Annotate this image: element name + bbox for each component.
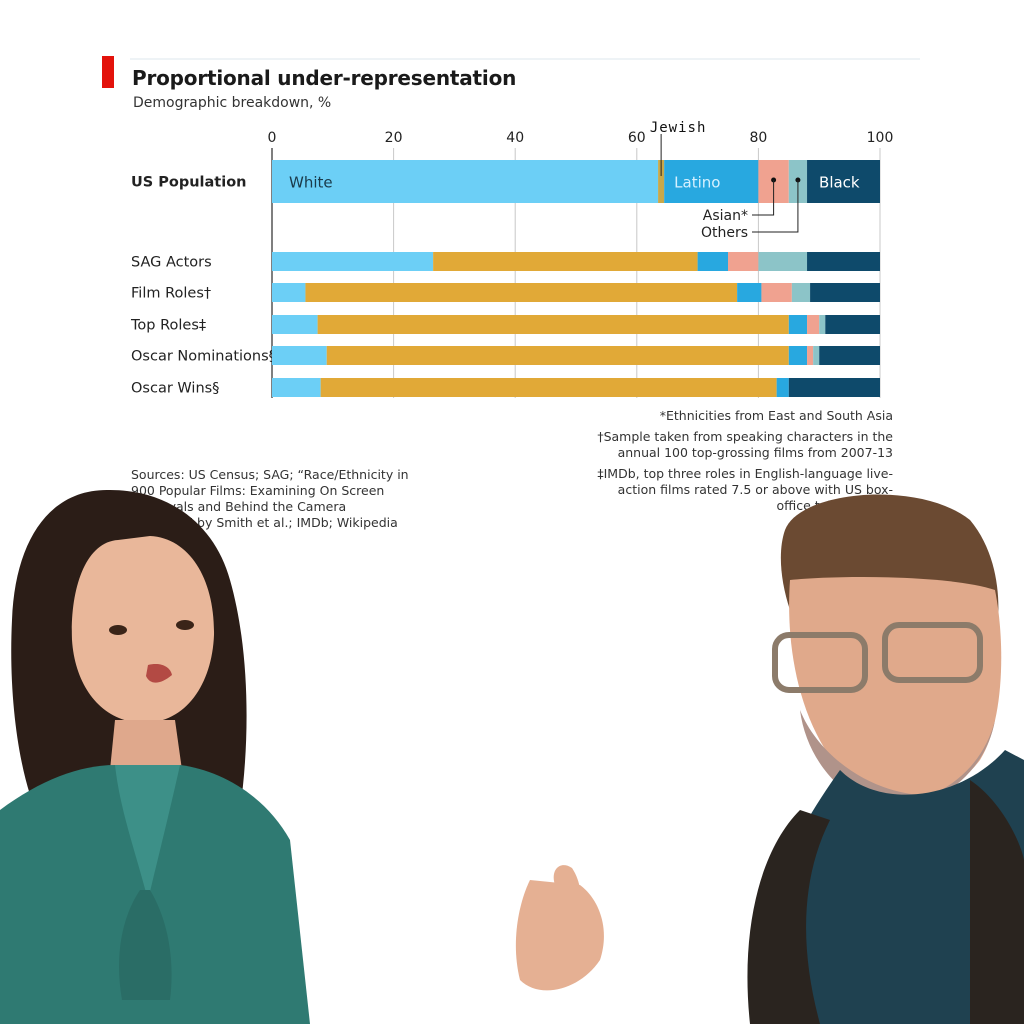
bar-segment-1-white (272, 252, 434, 271)
footnote-asian: *Ethnicities from East and South Asia (659, 408, 893, 423)
bar-segment-0-jewish (658, 160, 665, 203)
footnotes: *Ethnicities from East and South Asia †S… (593, 408, 893, 519)
others-callout-line (752, 180, 799, 233)
bar-segment-4-black (819, 346, 880, 365)
bar-segment-1-latino (697, 252, 728, 271)
asian-callout-line (752, 180, 775, 216)
accent-tag (102, 56, 114, 88)
man-photo-cutout (515, 494, 1024, 1024)
woman-photo-cutout (0, 489, 310, 1024)
bar-segment-5-white (272, 378, 321, 397)
bar-segment-0-white (272, 160, 659, 203)
bar-segment-3-jewish (317, 315, 789, 334)
callout-others: Others (701, 225, 748, 241)
bar-segment-2-others (791, 283, 811, 302)
category-label-2: Film Roles† (131, 286, 211, 302)
stacked-bar-chart: 0 20 40 60 80 100 US Population SAG Actors Film … (130, 120, 894, 398)
bar-segment-0-latino (664, 160, 759, 203)
bar-segment-2-latino (737, 283, 762, 302)
bar-segment-5-jewish (320, 378, 777, 397)
bar-segment-5-latino (776, 378, 789, 397)
bar-segment-5-black (788, 378, 880, 397)
callout-jewish: Jewish (650, 120, 707, 136)
bar-segment-2-jewish (305, 283, 738, 302)
bar-segment-3-latino (788, 315, 808, 334)
bar-segment-4-white (272, 346, 327, 365)
category-label-1: SAG Actors (131, 255, 212, 271)
bar-segment-3-others (819, 315, 826, 334)
x-tick-label-100: 100 (867, 130, 894, 146)
bar-segment-1-asian (728, 252, 759, 271)
bar-segment-1-others (758, 252, 808, 271)
sources-note: Sources: US Census; SAG; “Race/Ethnicity… (131, 467, 409, 530)
category-label-4: Oscar Nominations§ (131, 349, 276, 365)
category-label-3: Top Roles‡ (130, 318, 206, 334)
segment-label-white: White (289, 174, 333, 192)
bar-segment-3-white (272, 315, 318, 334)
category-label-0: US Population (131, 175, 247, 191)
x-tick-label-40: 40 (506, 130, 524, 146)
chart-title: Proportional under-representation (132, 66, 517, 90)
footnote-top-roles: ‡IMDb, top three roles in English-langua… (597, 466, 893, 513)
bar-segment-2-white (272, 283, 306, 302)
bar-segment-4-others (813, 346, 820, 365)
bar-segment-3-black (825, 315, 880, 334)
footnote-film-roles: †Sample taken from speaking characters i… (597, 429, 893, 460)
bar-segment-2-asian (761, 283, 792, 302)
bar-segment-1-jewish (433, 252, 698, 271)
bar-segment-1-black (807, 252, 880, 271)
segment-label-black: Black (819, 174, 860, 192)
category-label-5: Oscar Wins§ (131, 381, 219, 397)
bar-segment-4-jewish (326, 346, 789, 365)
callout-asian: Asian* (703, 208, 748, 224)
x-tick-label-0: 0 (268, 130, 277, 146)
header-rule (130, 58, 920, 60)
x-tick-label-20: 20 (385, 130, 403, 146)
bar-segment-0-black (807, 160, 880, 203)
bar-segment-4-asian (807, 346, 814, 365)
bar-segment-4-latino (788, 346, 808, 365)
bar-segment-3-asian (807, 315, 820, 334)
x-tick-label-80: 80 (749, 130, 767, 146)
bar-segment-2-black (810, 283, 880, 302)
segment-label-latino: Latino (674, 174, 720, 192)
chart-subtitle: Demographic breakdown, % (133, 95, 332, 111)
x-tick-label-60: 60 (628, 130, 646, 146)
